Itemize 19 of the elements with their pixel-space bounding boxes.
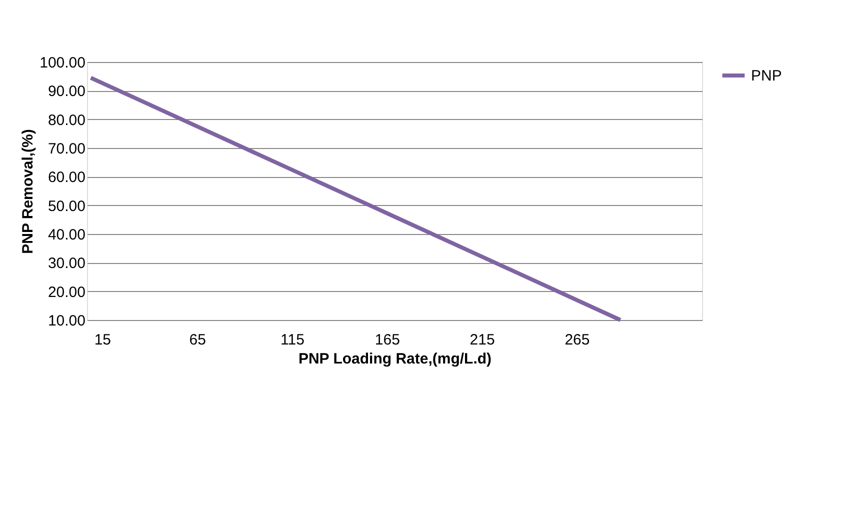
x-tick-label: 15 [94, 332, 112, 348]
x-tick-label: 115 [280, 332, 304, 348]
y-tick-label: 70.00 [48, 140, 86, 158]
x-tick-label: 165 [374, 332, 400, 348]
y-tick-label: 100.00 [40, 54, 86, 72]
y-tick-label: 20.00 [48, 284, 86, 301]
x-tick-label: 215 [470, 332, 495, 348]
x-tick-label: 65 [189, 332, 206, 348]
y-tick-label: 30.00 [48, 255, 86, 272]
y-tick-label: 10.00 [48, 312, 86, 330]
y-tick-label: 80.00 [48, 112, 86, 129]
legend-label: PNP [751, 68, 782, 84]
y-axis-title: PNP Removal,(%) [20, 129, 37, 254]
y-tick-label: 50.00 [48, 198, 86, 215]
x-tick-label: 265 [564, 332, 590, 348]
x-axis-title: PNP Loading Rate,(mg/L.d) [298, 350, 492, 368]
y-tick-label: 60.00 [48, 169, 86, 186]
y-tick-label: 90.00 [48, 83, 86, 100]
y-tick-label: 40.00 [48, 226, 86, 244]
